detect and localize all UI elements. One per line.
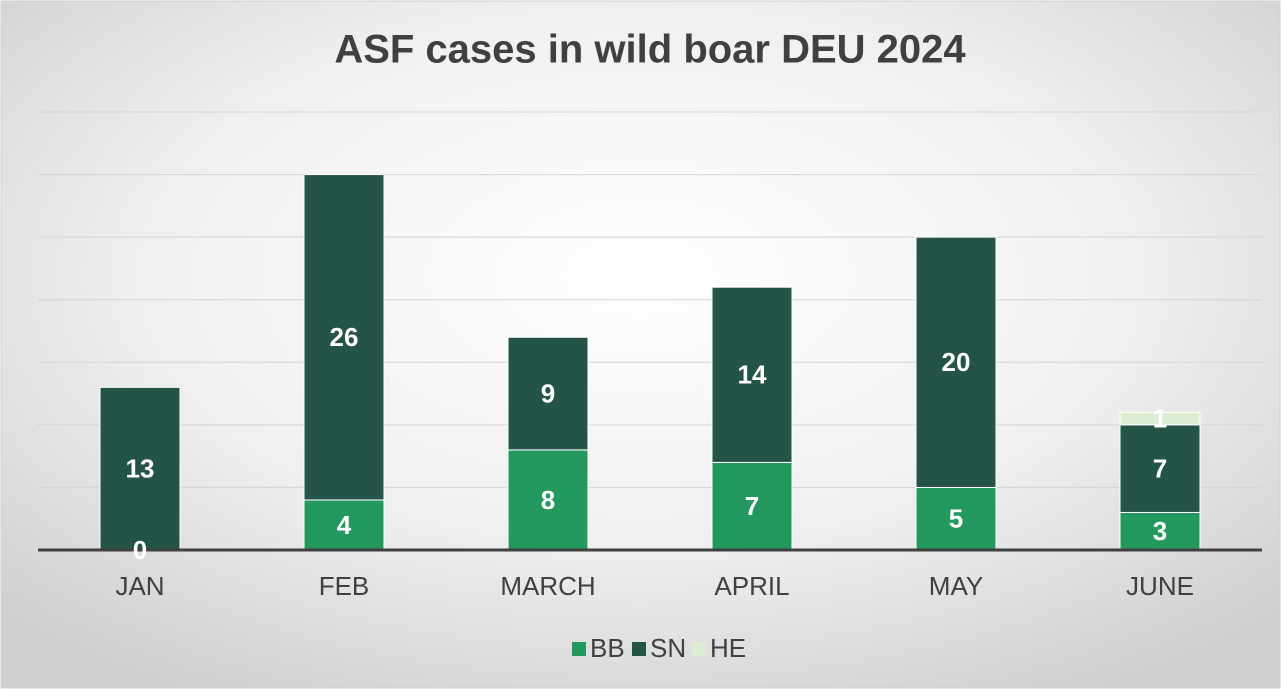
- data-label: 3: [1153, 516, 1167, 546]
- bar-segment: [1119, 411, 1201, 426]
- bar-segment: [507, 336, 589, 451]
- data-label: 1: [1153, 403, 1167, 433]
- data-label: 4: [337, 510, 352, 540]
- data-label: 13: [126, 454, 155, 484]
- data-label: 8: [541, 485, 555, 515]
- legend-label: HE: [710, 633, 746, 663]
- bar-segment: [507, 449, 589, 551]
- x-tick-label: APRIL: [714, 571, 789, 601]
- bar-segment: [1119, 511, 1201, 551]
- x-tick-label: FEB: [319, 571, 370, 601]
- x-tick-label: JAN: [115, 571, 164, 601]
- data-label: 7: [1153, 454, 1167, 484]
- legend-label: SN: [650, 633, 686, 663]
- x-tick-label: JUNE: [1126, 571, 1194, 601]
- data-label: 7: [745, 491, 759, 521]
- legend-swatch: [572, 642, 586, 656]
- x-tick-label: MAY: [929, 571, 983, 601]
- bar-segment: [915, 236, 997, 488]
- legend-swatch: [632, 642, 646, 656]
- bar-segment: [915, 486, 997, 551]
- bar-segment: [99, 386, 181, 551]
- legend-swatch: [692, 642, 706, 656]
- data-label: 0: [133, 535, 147, 565]
- data-label: 26: [330, 322, 359, 352]
- chart-title: ASF cases in wild boar DEU 2024: [334, 28, 966, 72]
- data-label: 5: [949, 504, 963, 534]
- bar-segment: [303, 174, 385, 501]
- bar-segment: [711, 286, 793, 463]
- data-label: 9: [541, 378, 555, 408]
- bar-segment: [1119, 424, 1201, 513]
- x-tick-label: MARCH: [500, 571, 595, 601]
- data-label: 14: [738, 360, 767, 390]
- data-label: 20: [942, 347, 971, 377]
- legend-label: BB: [590, 633, 625, 663]
